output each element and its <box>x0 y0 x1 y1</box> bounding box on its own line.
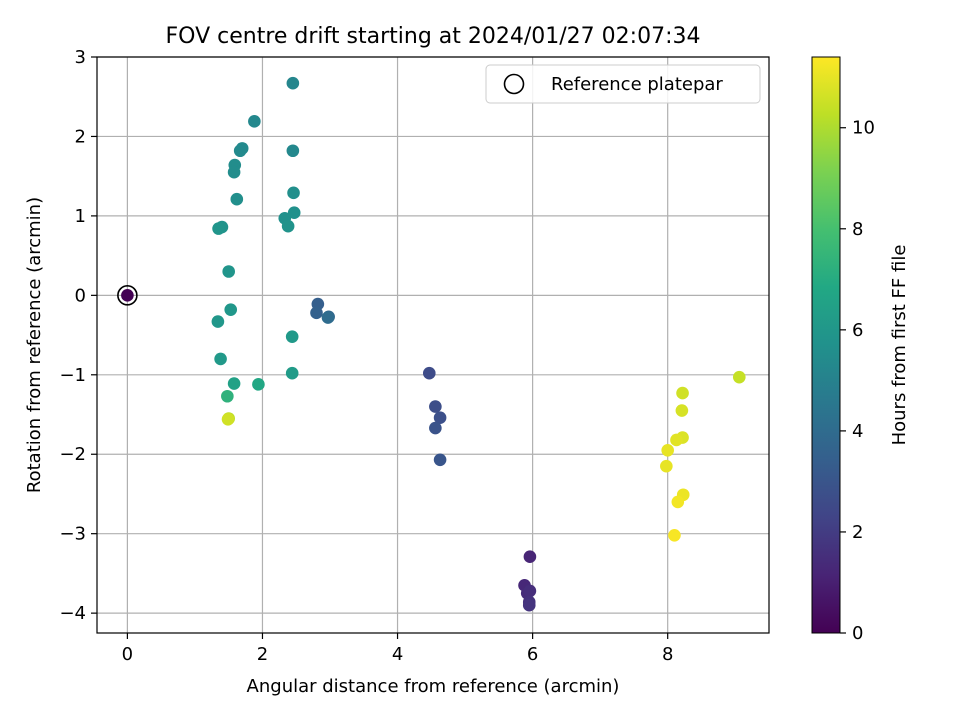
x-axis-ticks: 0 2 4 6 8 <box>122 633 673 665</box>
data-point <box>670 433 683 447</box>
data-point <box>523 584 537 598</box>
x-tick-label: 8 <box>662 644 673 665</box>
y-tick-label: 3 <box>75 47 86 68</box>
reference-point <box>117 285 138 306</box>
y-tick-label: −1 <box>59 365 86 386</box>
colorbar-tick-label: 2 <box>852 522 863 543</box>
data-point <box>321 311 335 324</box>
data-point <box>222 265 235 278</box>
data-point <box>227 165 241 179</box>
data-point <box>286 144 300 158</box>
data-point <box>287 206 301 220</box>
x-tick-label: 2 <box>257 644 268 665</box>
data-point <box>233 144 247 158</box>
x-tick-label: 0 <box>122 644 133 665</box>
data-point <box>523 550 537 564</box>
y-tick-label: −4 <box>59 603 86 624</box>
data-point <box>661 443 674 457</box>
data-point <box>121 289 134 302</box>
data-point <box>248 115 261 128</box>
data-point <box>212 222 225 235</box>
data-point <box>429 421 442 435</box>
y-axis-ticks: −4 −3 −2 −1 0 1 2 3 <box>59 47 97 624</box>
y-tick-label: 2 <box>75 126 86 147</box>
colorbar-ticks: 0 2 4 6 8 10 <box>840 118 875 644</box>
colorbar-tick-label: 8 <box>852 219 863 240</box>
data-point <box>221 389 234 403</box>
data-points <box>121 76 746 612</box>
colorbar-tick-label: 10 <box>852 118 875 139</box>
data-point <box>676 386 689 400</box>
colorbar-gradient <box>811 56 841 634</box>
colorbar: 0 2 4 6 8 10 Hours from first FF file <box>811 56 910 644</box>
y-axis-label: Rotation from reference (arcmin) <box>24 197 45 493</box>
data-point <box>668 528 681 542</box>
x-tick-label: 4 <box>392 644 403 665</box>
data-point <box>660 459 673 473</box>
legend: Reference platepar <box>485 64 761 104</box>
legend-marker-icon <box>503 73 525 95</box>
data-point <box>310 306 323 320</box>
reference-marker <box>117 285 138 306</box>
data-point <box>286 76 300 90</box>
data-point <box>433 411 447 424</box>
plot-frame <box>96 56 770 634</box>
data-point <box>281 219 295 233</box>
data-point <box>211 315 225 328</box>
data-point <box>422 366 436 380</box>
data-point <box>675 404 689 417</box>
y-tick-label: 1 <box>75 206 86 227</box>
y-tick-label: 0 <box>75 285 86 306</box>
data-point <box>671 495 685 509</box>
data-point <box>287 186 300 200</box>
legend-box <box>485 64 761 104</box>
data-point <box>285 330 299 343</box>
grid-lines <box>97 56 769 633</box>
x-axis-label: Angular distance from reference (arcmin) <box>247 676 620 697</box>
data-point <box>285 366 299 380</box>
data-point <box>224 303 238 316</box>
data-point <box>252 378 265 391</box>
colorbar-label: Hours from first FF file <box>889 245 910 446</box>
y-tick-label: −3 <box>59 524 86 545</box>
y-tick-label: −2 <box>59 444 86 465</box>
colorbar-tick-label: 4 <box>852 421 863 442</box>
x-tick-label: 6 <box>527 644 538 665</box>
data-point <box>214 352 227 366</box>
data-point <box>429 400 442 413</box>
colorbar-tick-label: 0 <box>852 623 863 644</box>
legend-label: Reference platepar <box>551 74 723 95</box>
data-point <box>433 453 447 467</box>
chart-title: FOV centre drift starting at 2024/01/27 … <box>166 24 701 49</box>
data-point <box>221 412 235 426</box>
data-point <box>230 192 244 206</box>
data-point <box>522 598 536 612</box>
data-point <box>732 370 746 384</box>
data-point <box>227 377 241 390</box>
colorbar-tick-label: 6 <box>852 320 863 341</box>
